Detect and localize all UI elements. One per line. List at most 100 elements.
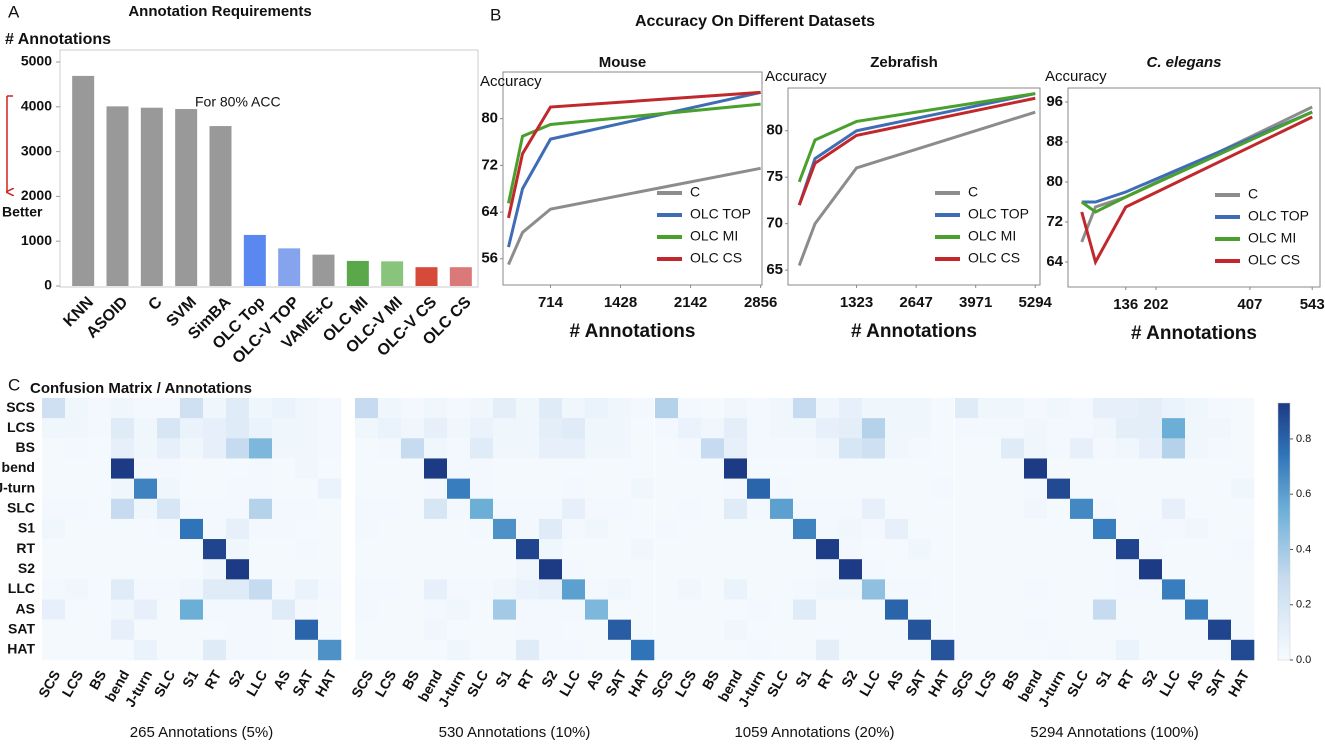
x-tick-label: 202 <box>1143 296 1168 313</box>
heatmap-cell <box>1116 599 1140 620</box>
heatmap-cell <box>65 539 89 560</box>
heatmap-cell <box>134 458 158 479</box>
heatmap-cell <box>134 639 158 661</box>
heatmap-cell <box>134 518 158 540</box>
heatmap-cell <box>816 438 840 459</box>
y-axis-label: Accuracy <box>480 73 542 90</box>
y-tick-label: 1000 <box>21 232 52 248</box>
heatmap-cell <box>816 619 840 641</box>
heatmap-cell <box>839 438 863 459</box>
heatmap-cell <box>539 619 563 641</box>
heatmap-cell <box>493 438 517 459</box>
heatmap-cell <box>978 539 1002 560</box>
heatmap-cell <box>1070 498 1094 520</box>
heatmap-cell <box>157 599 181 620</box>
heatmap-cell <box>1070 418 1094 439</box>
y-tick-label: 96 <box>1046 93 1063 110</box>
heatmap-cell <box>378 559 402 580</box>
heatmap-cell <box>318 398 342 419</box>
heatmap-cell <box>1116 458 1140 479</box>
column-label: LLC <box>243 667 270 699</box>
heatmap-cell <box>1139 478 1163 500</box>
x-tick-label: 2856 <box>744 294 777 311</box>
heatmap-cell <box>401 559 425 580</box>
heatmap-cell <box>1162 478 1186 500</box>
heatmap-cell <box>180 639 204 661</box>
bar <box>140 107 163 286</box>
column-label: HAT <box>625 667 653 699</box>
heatmap-cell <box>516 418 540 439</box>
heatmap-cell <box>1024 458 1048 479</box>
x-tick-label: 1428 <box>604 294 637 311</box>
heatmap-cell <box>839 458 863 479</box>
heatmap-cell <box>1093 539 1117 560</box>
y-axis-label: Accuracy <box>765 68 827 85</box>
heatmap-cell <box>747 418 771 439</box>
heatmap-cell <box>816 458 840 479</box>
heatmap-cell <box>470 539 494 560</box>
heatmap-cell <box>793 518 817 540</box>
heatmap-cell <box>1162 518 1186 540</box>
colorbar-tick-label: 0.6 <box>1296 488 1311 500</box>
heatmap-cell <box>1047 478 1071 500</box>
heatmap-cell <box>249 458 273 479</box>
heatmap-cell <box>447 619 471 641</box>
heatmap-cell <box>816 478 840 500</box>
heatmap-cell <box>678 458 702 479</box>
heatmap-cell <box>931 498 955 520</box>
heatmap-cell <box>516 599 540 620</box>
panel-title: Accuracy On Different Datasets <box>635 13 875 30</box>
heatmap-cell <box>1024 559 1048 580</box>
heatmap-cell <box>424 418 448 439</box>
heatmap-cell <box>1185 518 1209 540</box>
heatmap-cell <box>1208 458 1232 479</box>
heatmap-cell <box>88 418 112 439</box>
heatmap-cell <box>493 579 517 600</box>
heatmap-cell <box>1162 398 1186 419</box>
heatmap-cell <box>493 478 517 500</box>
heatmap-cell <box>401 478 425 500</box>
heatmap-cell <box>1139 639 1163 661</box>
column-label: LLC <box>1156 667 1183 699</box>
heatmap-cell <box>42 438 66 459</box>
heatmap-cell <box>1093 498 1117 520</box>
heatmap-cell <box>65 559 89 580</box>
heatmap-cell <box>793 559 817 580</box>
heatmap-cell <box>1185 458 1209 479</box>
heatmap-cell <box>1231 498 1255 520</box>
heatmap-cell <box>355 458 379 479</box>
heatmap-cell <box>272 579 296 600</box>
heatmap-cell <box>378 619 402 641</box>
legend-label: OLC CS <box>1248 252 1300 268</box>
heatmap-cell <box>562 458 586 479</box>
heatmap-cell <box>862 619 886 641</box>
heatmap-cell <box>272 418 296 439</box>
colorbar-tick-label: 0.2 <box>1296 599 1311 611</box>
x-tick-label: 714 <box>538 294 564 311</box>
heatmap-cell <box>701 478 725 500</box>
heatmap-cell <box>111 599 135 620</box>
heatmap-cell <box>793 458 817 479</box>
heatmap-cell <box>724 498 748 520</box>
heatmap-cell <box>908 398 932 419</box>
heatmap-cell <box>955 418 979 439</box>
heatmap-cell <box>862 559 886 580</box>
heatmap-cell <box>295 559 319 580</box>
heatmap-cell <box>724 559 748 580</box>
heatmap-cell <box>562 518 586 540</box>
heatmap-cell <box>134 498 158 520</box>
heatmap-cell <box>678 619 702 641</box>
heatmap-cell <box>978 639 1002 661</box>
heatmap-cell <box>157 539 181 560</box>
heatmap-cell <box>470 398 494 419</box>
heatmap-cell <box>862 398 886 419</box>
y-axis-label: # Annotations <box>5 31 111 48</box>
heatmap-cell <box>885 418 909 439</box>
heatmap-cell <box>42 458 66 479</box>
row-label: S2 <box>18 560 35 576</box>
heatmap-cell <box>931 518 955 540</box>
heatmap-cell <box>295 579 319 600</box>
heatmap-cell <box>1139 518 1163 540</box>
